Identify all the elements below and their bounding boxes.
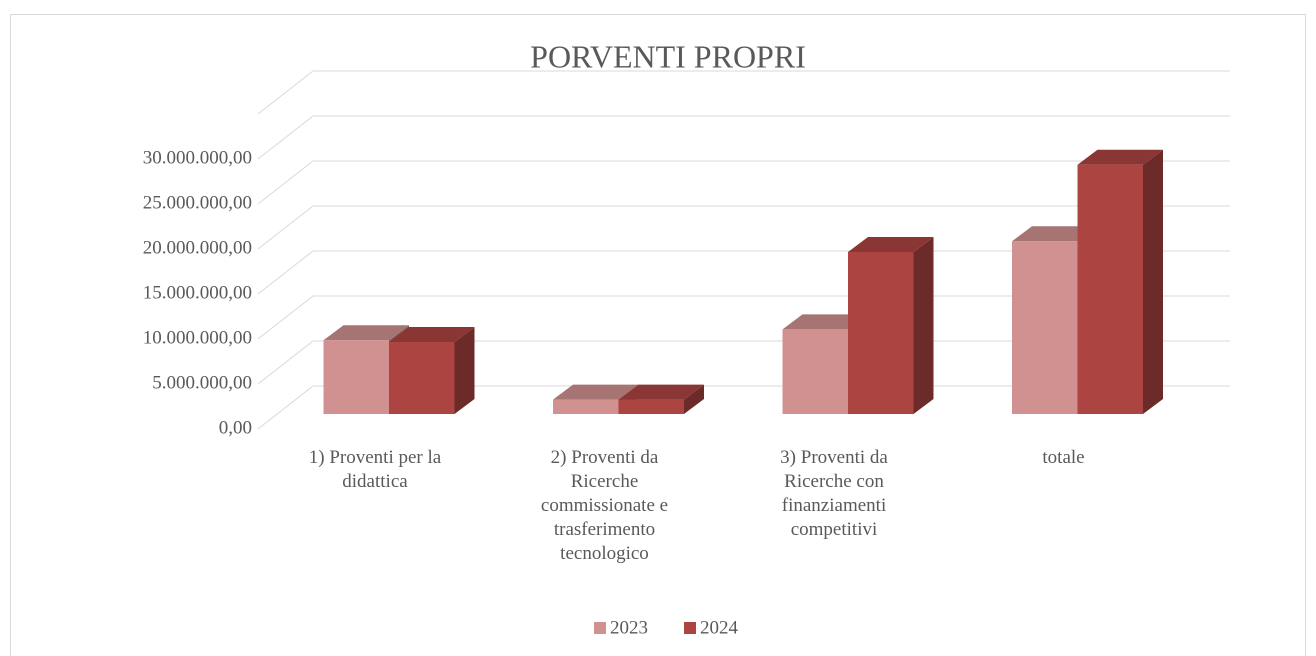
- bar-top: [1077, 149, 1163, 165]
- grid-line: [257, 205, 1230, 250]
- bar: [848, 237, 934, 414]
- grid-line: [257, 160, 1230, 205]
- legend-label: 2023: [610, 617, 648, 638]
- bar: [618, 384, 704, 414]
- x-tick-label-box: 2) Proventi da Ricerche commissionate e …: [540, 447, 669, 564]
- bar-top: [848, 237, 934, 252]
- x-tick-label-box: 3) Proventi da Ricerche con finanziament…: [780, 447, 888, 540]
- bar-front: [782, 329, 848, 414]
- bar-top: [618, 384, 704, 400]
- bar-top: [1012, 226, 1098, 242]
- bar-top: [553, 384, 639, 400]
- x-tick-label: 3) Proventi da Ricerche con finanziament…: [780, 447, 888, 540]
- bar-front: [553, 399, 619, 414]
- bar-side: [684, 384, 704, 414]
- bar-side: [1143, 149, 1163, 414]
- bar: [1077, 149, 1163, 414]
- x-tick-label: 2) Proventi da Ricerche commissionate e …: [540, 447, 669, 564]
- y-tick-label: 30.000.000,00: [143, 147, 252, 168]
- grid-line: [257, 115, 1230, 160]
- bar-top: [323, 325, 409, 341]
- bar-front: [848, 252, 914, 414]
- x-tick-label-box: totale: [1042, 447, 1085, 468]
- bar-front: [1077, 164, 1143, 414]
- x-tick-label-box: 1) Proventi per la didattica: [308, 447, 442, 492]
- legend-label: 2024: [700, 617, 739, 638]
- legend-swatch: [594, 622, 606, 634]
- bar: [389, 327, 475, 414]
- bar-front: [1012, 241, 1078, 414]
- x-tick-label: 1) Proventi per la didattica: [308, 447, 442, 492]
- y-tick-label: 10.000.000,00: [143, 327, 252, 348]
- y-tick-label: 5.000.000,00: [152, 372, 252, 393]
- bar-front: [618, 399, 684, 414]
- legend-swatch: [684, 622, 696, 634]
- y-tick-label: 15.000.000,00: [143, 282, 252, 303]
- y-tick-label: 25.000.000,00: [143, 192, 252, 213]
- wall-edge: [257, 70, 1230, 115]
- x-tick-label: totale: [1042, 447, 1085, 468]
- bar-front: [389, 342, 455, 414]
- y-tick-label: 20.000.000,00: [143, 237, 252, 258]
- chart-title: PORVENTI PROPRI: [530, 38, 806, 74]
- bar-side: [913, 237, 934, 414]
- bar-front: [323, 340, 389, 414]
- y-tick-label: 0,00: [219, 417, 252, 438]
- bar-side: [454, 327, 475, 414]
- bar-top: [389, 327, 475, 342]
- bar-top: [782, 314, 868, 330]
